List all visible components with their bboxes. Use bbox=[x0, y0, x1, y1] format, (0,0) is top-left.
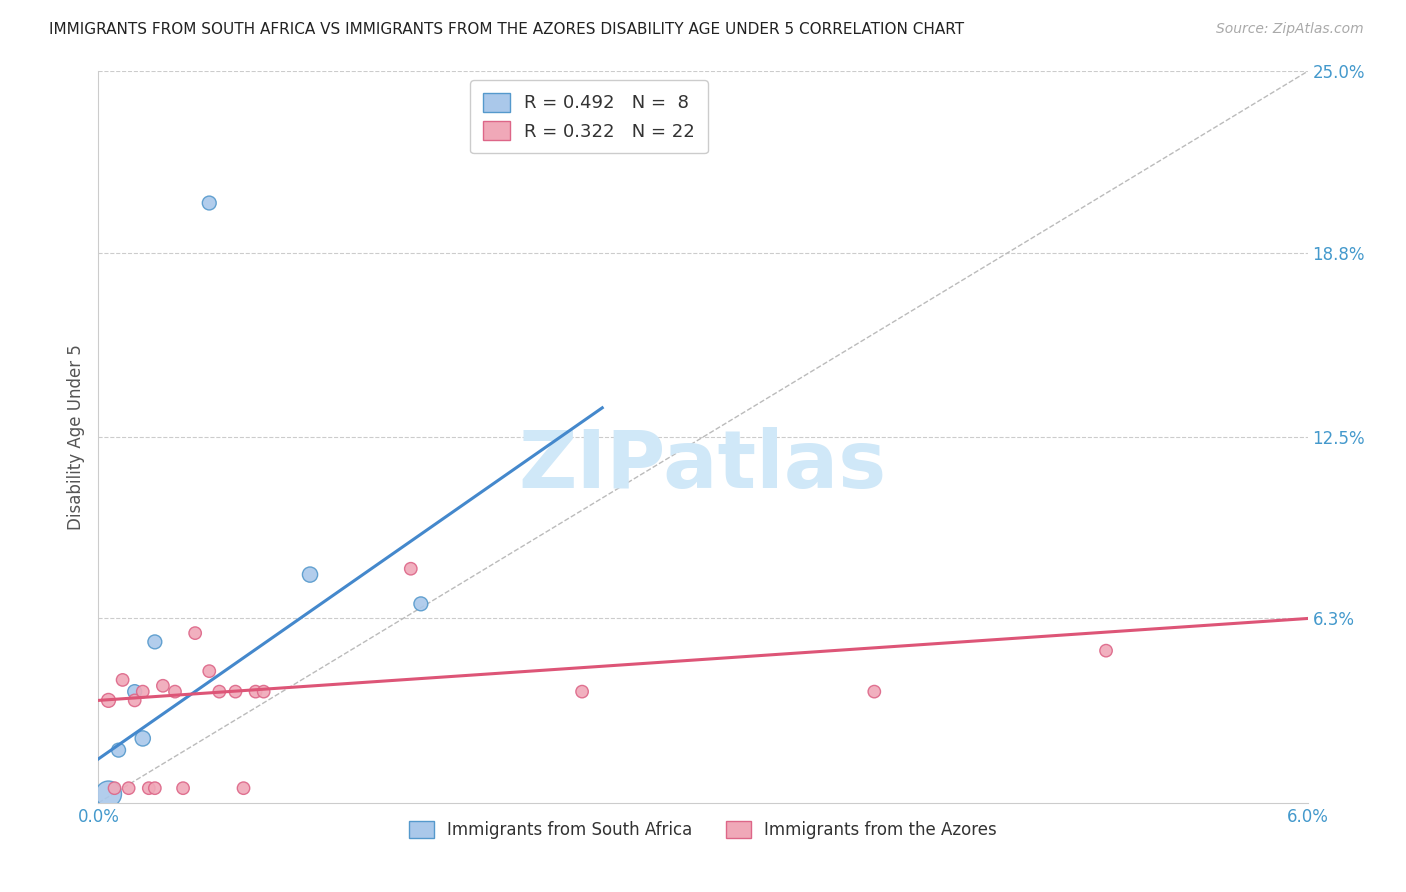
Point bbox=[97, 787, 120, 801]
Point bbox=[118, 781, 141, 796]
Point bbox=[163, 684, 186, 698]
Legend: Immigrants from South Africa, Immigrants from the Azores: Immigrants from South Africa, Immigrants… bbox=[402, 814, 1004, 846]
Point bbox=[138, 781, 160, 796]
Point bbox=[103, 781, 125, 796]
Point bbox=[152, 679, 174, 693]
Point bbox=[184, 626, 207, 640]
Point bbox=[409, 597, 432, 611]
Text: ZIPatlas: ZIPatlas bbox=[519, 427, 887, 506]
Point bbox=[132, 731, 155, 746]
Point bbox=[232, 781, 254, 796]
Point bbox=[1095, 643, 1118, 657]
Point bbox=[124, 693, 146, 707]
Point bbox=[571, 684, 593, 698]
Point bbox=[97, 693, 120, 707]
Point bbox=[143, 635, 166, 649]
Point bbox=[399, 562, 422, 576]
Point bbox=[143, 781, 166, 796]
Point bbox=[111, 673, 134, 687]
Point bbox=[245, 684, 267, 698]
Point bbox=[863, 684, 886, 698]
Point bbox=[299, 567, 322, 582]
Point bbox=[224, 684, 246, 698]
Point bbox=[253, 684, 276, 698]
Point bbox=[198, 664, 221, 678]
Point bbox=[107, 743, 129, 757]
Text: Source: ZipAtlas.com: Source: ZipAtlas.com bbox=[1216, 22, 1364, 37]
Y-axis label: Disability Age Under 5: Disability Age Under 5 bbox=[66, 344, 84, 530]
Point bbox=[198, 196, 221, 211]
Point bbox=[132, 684, 155, 698]
Point bbox=[124, 684, 146, 698]
Text: IMMIGRANTS FROM SOUTH AFRICA VS IMMIGRANTS FROM THE AZORES DISABILITY AGE UNDER : IMMIGRANTS FROM SOUTH AFRICA VS IMMIGRAN… bbox=[49, 22, 965, 37]
Point bbox=[208, 684, 231, 698]
Point bbox=[172, 781, 194, 796]
